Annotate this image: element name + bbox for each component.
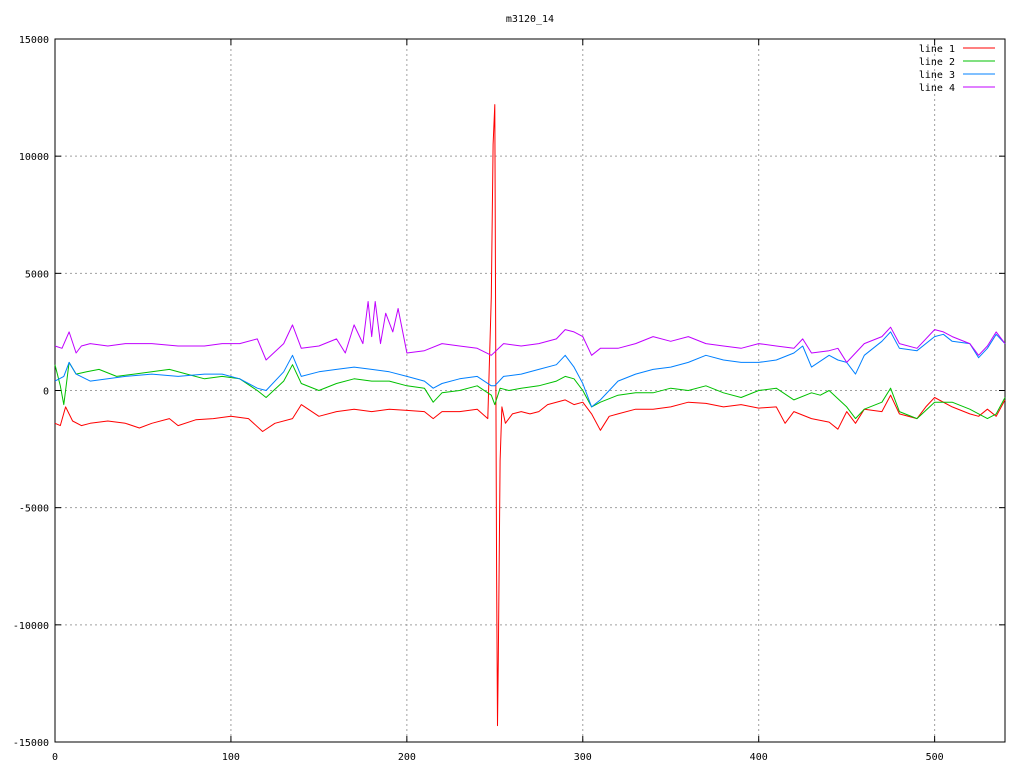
chart-title: m3120_14 (506, 14, 554, 25)
legend: line 1 line 2 line 3 line 4 (919, 44, 995, 94)
series-lines (54, 104, 1006, 727)
y-tick-label: 5000 (25, 269, 49, 280)
y-tick-label: -5000 (19, 504, 49, 515)
y-tick-label: 10000 (19, 152, 49, 163)
legend-label-line-1: line 1 (919, 44, 955, 55)
x-tick-label: 200 (398, 752, 416, 763)
x-axis-ticks: 0 100 200 300 400 500 (52, 39, 944, 763)
x-tick-label: 100 (222, 752, 240, 763)
x-tick-label: 0 (52, 752, 58, 763)
legend-label-line-4: line 4 (919, 83, 955, 94)
series-line-1 (54, 104, 1006, 727)
y-tick-label: -10000 (13, 621, 49, 632)
y-tick-label: 15000 (19, 35, 49, 46)
series-line-2 (54, 361, 1006, 420)
legend-label-line-3: line 3 (919, 70, 955, 81)
legend-label-line-2: line 2 (919, 57, 955, 68)
series-line-3 (54, 331, 1006, 408)
x-tick-label: 300 (574, 752, 592, 763)
y-tick-label: 0 (43, 387, 49, 398)
x-tick-label: 500 (926, 752, 944, 763)
y-axis-ticks: -15000 -10000 -5000 0 5000 10000 15000 (13, 35, 1005, 749)
grid-lines (55, 39, 1005, 742)
x-tick-label: 400 (750, 752, 768, 763)
series-line-4 (54, 301, 1006, 363)
y-tick-label: -15000 (13, 738, 49, 749)
